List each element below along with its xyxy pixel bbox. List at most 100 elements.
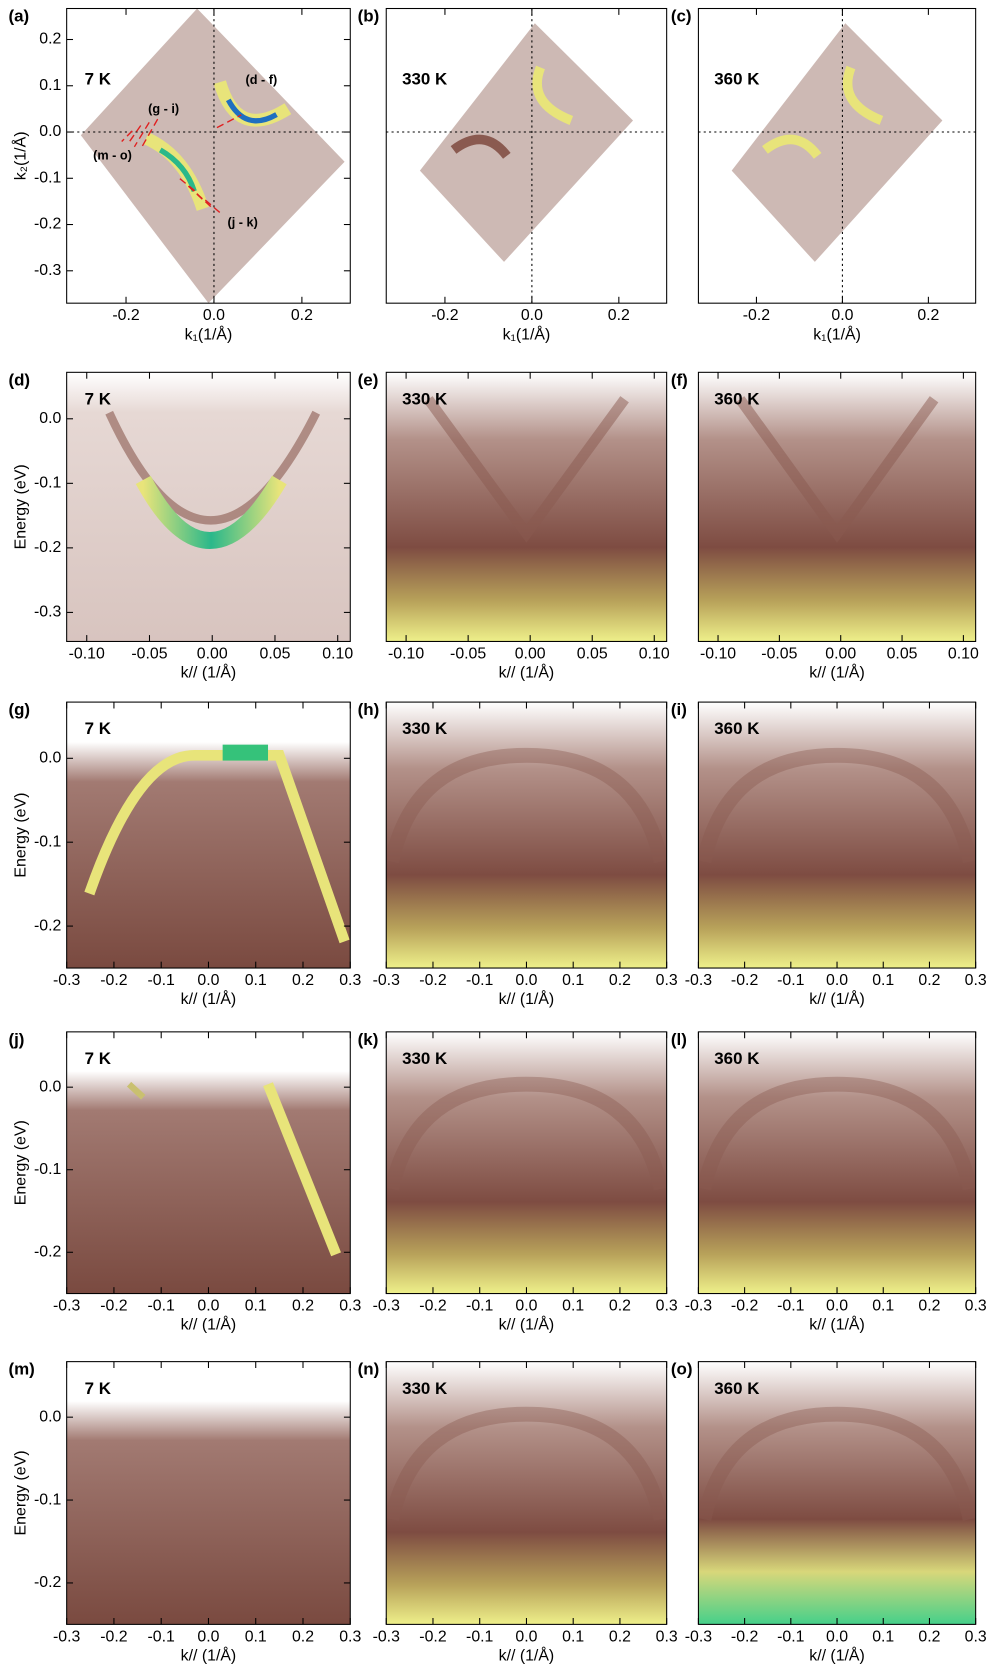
x-tick-label: 0.1 bbox=[562, 972, 584, 989]
x-tick-label: 0.0 bbox=[826, 972, 848, 989]
x-tick-label: -0.2 bbox=[112, 307, 139, 324]
heatmap bbox=[386, 1361, 667, 1625]
band bbox=[842, 65, 884, 125]
x-tick-label: -0.2 bbox=[419, 972, 446, 989]
x-tick-label: 0.2 bbox=[609, 972, 631, 989]
x-tick-label: -0.05 bbox=[131, 645, 167, 662]
x-tick-label: 0.3 bbox=[656, 972, 678, 989]
x-tick-label: -0.3 bbox=[373, 1297, 400, 1314]
x-tick-label: 0.1 bbox=[245, 1297, 267, 1314]
panel-label: (a) bbox=[8, 6, 29, 25]
background bbox=[698, 1031, 976, 1294]
x-tick-label: 0.1 bbox=[562, 1628, 584, 1645]
y-tick-label: 0.0 bbox=[39, 1408, 61, 1425]
x-axis-label: k₁(1/Å) bbox=[813, 324, 861, 343]
panel: -0.3 -0.2 -0.1 0.0 0.1 0.2 0.3 k// (1/Å) (l) 360 … bbox=[671, 1030, 987, 1334]
background bbox=[698, 702, 976, 969]
y-axis-label: Energy (eV) bbox=[12, 464, 29, 549]
panel-label: (f) bbox=[671, 370, 688, 389]
panel-label: (c) bbox=[671, 6, 692, 25]
x-tick-label: -0.3 bbox=[53, 1628, 80, 1645]
panel-label: (k) bbox=[358, 1030, 379, 1049]
band bbox=[126, 1081, 146, 1100]
y-tick-label: -0.2 bbox=[34, 216, 61, 233]
x-tick-label: 0.2 bbox=[291, 307, 313, 324]
x-tick-label: -0.1 bbox=[148, 1297, 175, 1314]
x-tick-label: 0.1 bbox=[872, 1297, 894, 1314]
x-tick-label: 0.3 bbox=[339, 1628, 361, 1645]
panel-label: (d) bbox=[8, 370, 30, 389]
x-tick-label: -0.2 bbox=[100, 1628, 127, 1645]
heatmap bbox=[698, 372, 976, 642]
y-tick-label: -0.1 bbox=[34, 169, 61, 186]
band bbox=[105, 410, 321, 525]
panel: -0.10 -0.05 0.00 0.05 0.10 k// (1/Å) (e) 330 K bbox=[358, 370, 670, 681]
x-tick-label: -0.2 bbox=[419, 1297, 446, 1314]
panel: -0.3 -0.2 -0.1 0.0 0.1 0.2 0.3 k// (1/Å) (o) 360 … bbox=[671, 1360, 987, 1665]
x-tick-label: -0.2 bbox=[743, 307, 770, 324]
x-tick-label: -0.10 bbox=[69, 645, 105, 662]
annotation: (g - i) bbox=[148, 101, 179, 116]
panel-label: (g) bbox=[8, 700, 30, 719]
temperature-label: 7 K bbox=[85, 1379, 112, 1398]
x-tick-label: 0.0 bbox=[515, 1297, 537, 1314]
x-axis-label: k// (1/Å) bbox=[809, 663, 865, 682]
band-core bbox=[222, 744, 269, 761]
temperature-label: 330 K bbox=[402, 69, 448, 88]
x-axis-label: k₁(1/Å) bbox=[503, 324, 551, 343]
band bbox=[386, 1406, 667, 1521]
y-tick-label: -0.1 bbox=[34, 833, 61, 850]
x-tick-label: 0.2 bbox=[292, 1297, 314, 1314]
x-tick-label: 0.1 bbox=[872, 972, 894, 989]
band bbox=[386, 1076, 667, 1191]
band-core bbox=[158, 147, 197, 193]
x-tick-label: 0.2 bbox=[292, 1628, 314, 1645]
heatmap bbox=[66, 372, 351, 642]
x-tick-label: 0.00 bbox=[515, 645, 546, 662]
y-tick-label: -0.1 bbox=[34, 475, 61, 492]
x-tick-label: 0.0 bbox=[831, 307, 853, 324]
temperature-label: 7 K bbox=[85, 1049, 112, 1068]
heatmap bbox=[386, 1031, 667, 1294]
x-tick-label: 0.2 bbox=[609, 1297, 631, 1314]
plot-frame bbox=[697, 371, 977, 642]
band bbox=[450, 134, 511, 159]
x-tick-label: 0.2 bbox=[608, 307, 630, 324]
band bbox=[762, 134, 822, 159]
band bbox=[424, 396, 629, 543]
heatmap bbox=[386, 8, 667, 304]
y-tick-label: 0.2 bbox=[39, 31, 61, 48]
temperature-label: 360 K bbox=[714, 719, 760, 738]
x-tick-label: -0.1 bbox=[777, 1297, 804, 1314]
y-tick-label: -0.3 bbox=[34, 604, 61, 621]
x-tick-label: -0.3 bbox=[685, 1628, 712, 1645]
heatmap bbox=[66, 1031, 351, 1294]
x-tick-label: 0.2 bbox=[917, 307, 939, 324]
x-axis-label: k// (1/Å) bbox=[181, 663, 237, 682]
annotation: (m - o) bbox=[93, 148, 132, 163]
band bbox=[698, 1406, 976, 1521]
x-tick-label: 0.0 bbox=[521, 307, 543, 324]
plot-frame bbox=[385, 371, 668, 642]
x-axis-label: k// (1/Å) bbox=[809, 1645, 865, 1664]
y-tick-label: 0.0 bbox=[39, 749, 61, 766]
x-tick-label: 0.3 bbox=[965, 1297, 987, 1314]
y-axis-label: Energy (eV) bbox=[12, 1450, 29, 1535]
x-axis-label: k₁(1/Å) bbox=[185, 324, 233, 343]
x-axis-label: k// (1/Å) bbox=[809, 1315, 865, 1334]
panel: -0.2 0.0 0.2 k₁(1/Å) (b) 330 K bbox=[358, 6, 668, 343]
x-tick-label: -0.3 bbox=[53, 1297, 80, 1314]
x-tick-label: -0.05 bbox=[761, 645, 797, 662]
x-tick-label: -0.10 bbox=[700, 645, 736, 662]
x-tick-label: -0.1 bbox=[777, 1628, 804, 1645]
panel-label: (h) bbox=[358, 700, 380, 719]
heatmap bbox=[698, 1361, 976, 1625]
heatmap bbox=[66, 1361, 351, 1625]
background bbox=[698, 1361, 976, 1625]
y-tick-label: -0.1 bbox=[34, 1491, 61, 1508]
band bbox=[698, 1076, 976, 1191]
x-tick-label: 0.0 bbox=[197, 1628, 219, 1645]
x-tick-label: -0.2 bbox=[731, 1297, 758, 1314]
panel-label: (i) bbox=[671, 700, 687, 719]
